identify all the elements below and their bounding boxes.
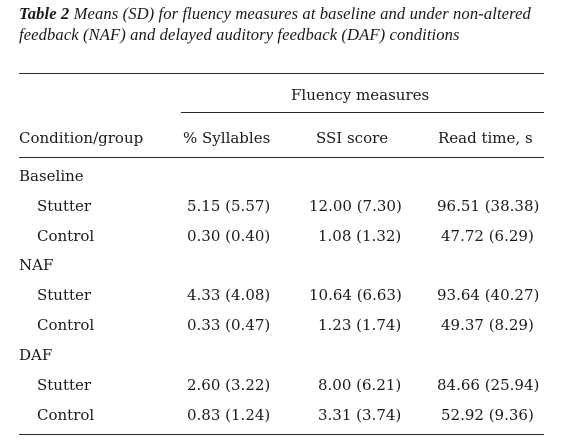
section-label-daf: DAF (19, 346, 52, 364)
column-header-condition-group: Condition/group (19, 129, 143, 147)
table-bottom-rule (19, 434, 544, 435)
table-cell: 12.00 (7.30) (309, 197, 402, 215)
table-cell: 84.66 (25.94) (437, 376, 539, 394)
table-cell: 3.31 (3.74) (318, 406, 401, 424)
table-cell: 4.33 (4.08) (187, 286, 270, 304)
section-label-baseline: Baseline (19, 167, 84, 185)
table-cell: 0.83 (1.24) (187, 406, 270, 424)
column-header-syllables: % Syllables (183, 129, 270, 147)
row-label: Control (37, 316, 94, 334)
table-cell: 49.37 (8.29) (441, 316, 534, 334)
table-cell: 10.64 (6.63) (309, 286, 402, 304)
table-cell: 52.92 (9.36) (441, 406, 534, 424)
group-header-rule (181, 112, 544, 113)
table-cell: 47.72 (6.29) (441, 227, 534, 245)
column-header-read-time: Read time, s (438, 129, 533, 147)
table-cell: 1.08 (1.32) (318, 227, 401, 245)
table-cell: 2.60 (3.22) (187, 376, 270, 394)
table-number: Table 2 (19, 4, 69, 23)
table-cell: 0.33 (0.47) (187, 316, 270, 334)
table-cell: 96.51 (38.38) (437, 197, 539, 215)
row-label: Control (37, 227, 94, 245)
table-cell: 1.23 (1.74) (318, 316, 401, 334)
column-header-rule (19, 157, 544, 158)
column-header-ssi-score: SSI score (316, 129, 388, 147)
table-top-rule (19, 73, 544, 74)
table-cell: 8.00 (6.21) (318, 376, 401, 394)
row-label: Control (37, 406, 94, 424)
group-header-fluency-measures: Fluency measures (291, 86, 429, 104)
row-label: Stutter (37, 376, 91, 394)
table-cell: 0.30 (0.40) (187, 227, 270, 245)
table-cell: 5.15 (5.57) (187, 197, 270, 215)
row-label: Stutter (37, 197, 91, 215)
table-caption: Table 2 Means (SD) for fluency measures … (19, 4, 559, 45)
section-label-naf: NAF (19, 256, 53, 274)
table-cell: 93.64 (40.27) (437, 286, 539, 304)
row-label: Stutter (37, 286, 91, 304)
table-caption-text: Means (SD) for fluency measures at basel… (19, 4, 531, 44)
